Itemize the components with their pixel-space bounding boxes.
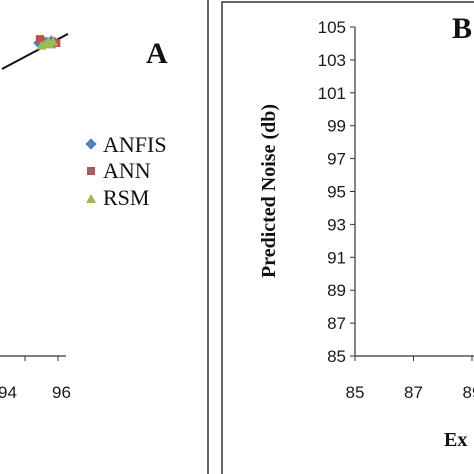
panel-a-x-tick-label: 94 bbox=[0, 383, 17, 402]
panel-b-x-tick-label: 87 bbox=[404, 383, 423, 402]
panel-b-y-tick-label: 95 bbox=[327, 183, 346, 202]
panel-a-data-point-ann bbox=[35, 35, 44, 44]
panel-b-x-axis-title: Ex bbox=[444, 429, 467, 451]
legend-label: RSM bbox=[103, 185, 149, 210]
legend: ANFIS ANN RSM bbox=[85, 132, 167, 210]
panel-a-x-tick-label: 96 bbox=[52, 383, 71, 402]
panel-b-y-tick-label: 91 bbox=[327, 248, 346, 267]
panel-b-x-tick-label: 89 bbox=[463, 383, 474, 402]
panel-a-label: A bbox=[146, 37, 168, 70]
panel-b-y-tick-label: 85 bbox=[327, 347, 346, 366]
legend-item-ann: ANN bbox=[87, 158, 151, 183]
panel-b-y-tick-label: 101 bbox=[318, 84, 346, 103]
panel-b-y-axis-title: Predicted Noise (db) bbox=[258, 104, 280, 278]
panel-b-label: B bbox=[452, 12, 472, 45]
legend-item-rsm: RSM bbox=[86, 185, 149, 210]
legend-item-anfis: ANFIS bbox=[85, 132, 167, 157]
triangle-marker-icon bbox=[86, 194, 96, 203]
legend-label: ANN bbox=[103, 158, 151, 183]
square-marker-inner-icon bbox=[89, 169, 93, 173]
panel-b-y-tick-label: 103 bbox=[318, 51, 346, 70]
panel-b-y-tick-label: 105 bbox=[318, 18, 346, 37]
panel-b-x-tick-label: 85 bbox=[346, 383, 365, 402]
panel-b-y-tick-label: 87 bbox=[327, 314, 346, 333]
panel-b-y-tick-label: 89 bbox=[327, 281, 346, 300]
panel-b-y-tick-label: 99 bbox=[327, 117, 346, 136]
panel-b-y-ticks: 85 87 89 91 93 95 97 99 101 103 105 bbox=[318, 18, 355, 366]
panel-a-data-point-rsm bbox=[48, 36, 59, 46]
legend-label: ANFIS bbox=[103, 132, 167, 157]
panel-b-y-tick-label: 93 bbox=[327, 215, 346, 234]
panel-b-border bbox=[221, 1, 474, 474]
panel-b-y-tick-label: 97 bbox=[327, 150, 346, 169]
panel-a-plot-area bbox=[1, 33, 69, 361]
diamond-marker-icon bbox=[85, 138, 97, 150]
